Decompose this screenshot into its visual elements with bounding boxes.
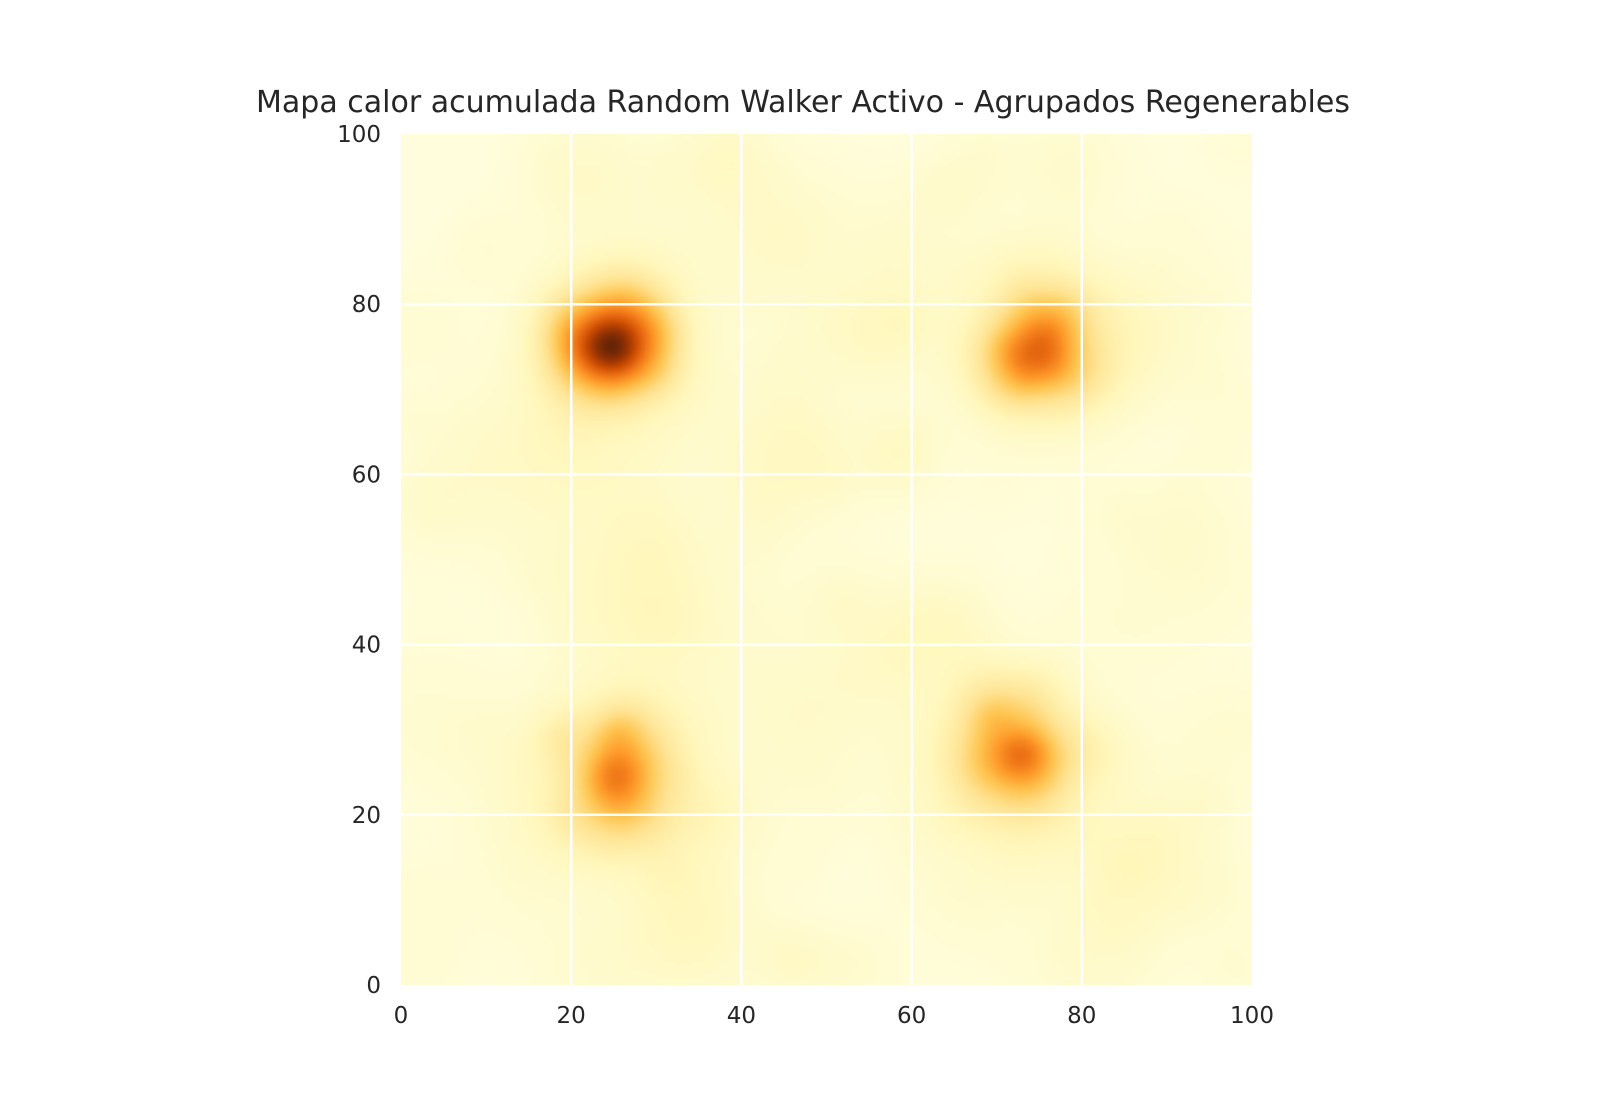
x-tick-label: 80 xyxy=(1067,1003,1096,1029)
y-tick-label: 60 xyxy=(352,462,381,488)
x-tick-label: 20 xyxy=(557,1003,586,1029)
x-axis: 0 20 40 60 80 100 xyxy=(394,1003,1274,1029)
y-tick-label: 80 xyxy=(352,292,381,318)
y-tick-label: 20 xyxy=(352,803,381,829)
x-tick-label: 40 xyxy=(727,1003,756,1029)
y-axis: 0 20 40 60 80 100 xyxy=(337,122,381,999)
y-tick-label: 40 xyxy=(352,633,381,659)
plot-area xyxy=(401,134,1252,985)
y-tick-label: 100 xyxy=(337,122,381,148)
y-tick-label: 0 xyxy=(366,973,381,999)
chart-title: Mapa calor acumulada Random Walker Activ… xyxy=(256,85,1350,120)
x-tick-label: 0 xyxy=(394,1003,409,1029)
grid-lines xyxy=(401,134,1252,985)
heatmap-grid xyxy=(401,134,1252,985)
x-tick-label: 100 xyxy=(1230,1003,1274,1029)
x-tick-label: 60 xyxy=(897,1003,926,1029)
